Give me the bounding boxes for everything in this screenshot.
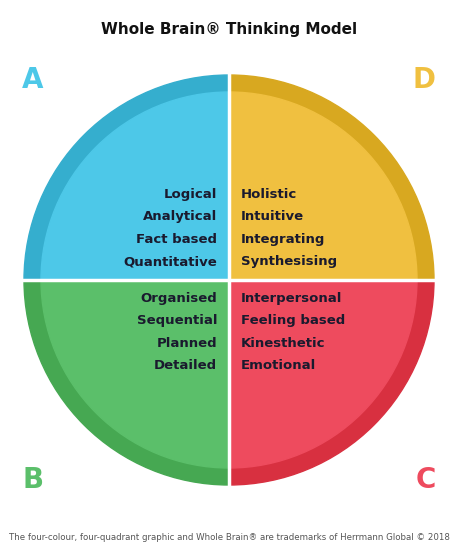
- Text: A: A: [22, 66, 44, 94]
- Text: C: C: [415, 466, 436, 494]
- Wedge shape: [229, 75, 434, 280]
- Wedge shape: [229, 280, 434, 485]
- Text: Kinesthetic: Kinesthetic: [241, 337, 326, 350]
- Text: Integrating: Integrating: [241, 233, 325, 246]
- Wedge shape: [24, 75, 229, 280]
- Text: The four-colour, four-quadrant graphic and Whole Brain® are trademarks of Herrma: The four-colour, four-quadrant graphic a…: [9, 534, 449, 542]
- Text: Fact based: Fact based: [136, 233, 217, 246]
- Text: Analytical: Analytical: [143, 210, 217, 223]
- Wedge shape: [24, 280, 229, 485]
- Text: Intuitive: Intuitive: [241, 210, 304, 223]
- Wedge shape: [41, 92, 229, 280]
- Text: Quantitative: Quantitative: [123, 255, 217, 268]
- Text: Organised: Organised: [140, 292, 217, 305]
- Text: D: D: [413, 66, 436, 94]
- Text: Emotional: Emotional: [241, 359, 316, 372]
- Text: Synthesising: Synthesising: [241, 255, 337, 268]
- Text: Planned: Planned: [156, 337, 217, 350]
- Text: Interpersonal: Interpersonal: [241, 292, 343, 305]
- Text: Whole Brain® Thinking Model: Whole Brain® Thinking Model: [101, 22, 357, 37]
- Wedge shape: [229, 92, 417, 280]
- Text: Feeling based: Feeling based: [241, 314, 345, 327]
- Text: B: B: [22, 466, 43, 494]
- Wedge shape: [41, 280, 229, 468]
- Wedge shape: [229, 280, 417, 468]
- Text: Sequential: Sequential: [136, 314, 217, 327]
- Text: Logical: Logical: [164, 188, 217, 201]
- Text: Holistic: Holistic: [241, 188, 297, 201]
- Text: Detailed: Detailed: [154, 359, 217, 372]
